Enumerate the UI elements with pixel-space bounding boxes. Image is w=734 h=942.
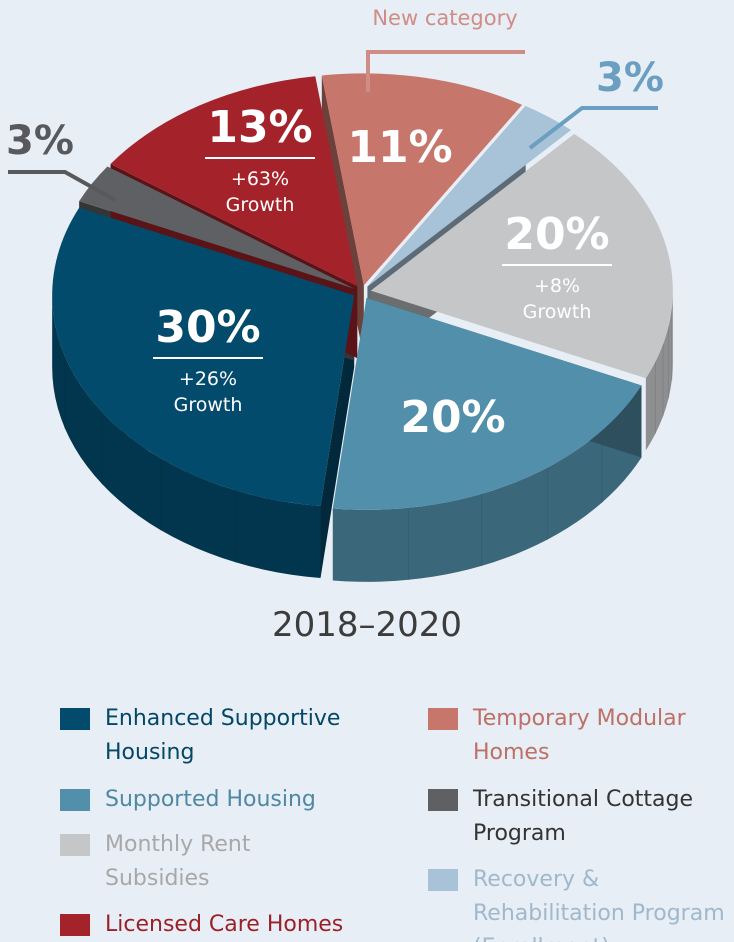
legend-swatch [428,708,458,730]
pie-slice [367,106,572,287]
slice-label: 13% [207,102,312,153]
slice-side [52,295,321,579]
legend-label: Recovery & Rehabilitation Program (Enrol… [473,867,725,942]
legend-swatch [428,869,458,891]
legend-label: Licensed Care Homes [105,912,344,937]
pie-chart: 30% 20% 20% 13% 11% 3% 3% [6,50,673,582]
slice-label: 30% [155,302,260,353]
slice-wall [320,295,355,579]
slice-label: 3% [6,118,74,164]
slice-side [332,385,642,582]
legend-swatch [428,789,458,811]
legend-swatch [60,708,90,730]
leader-line [528,106,658,150]
slice-label: 20% [504,209,609,260]
slice-note: +26% Growth [173,368,243,416]
slice-side [645,290,673,451]
slice-note: +63% Growth [225,168,295,216]
legend-swatch [60,914,90,936]
legend-label: Transitional Cottage Program [473,787,694,846]
legend-swatch [60,789,90,811]
leader-line [8,170,116,202]
slice-label: 20% [400,392,505,443]
leader-line [366,50,525,92]
legend-label: Temporary Modular Homes [473,706,686,765]
slice-note: New category [372,6,518,30]
slice-note: +8% Growth [522,275,592,323]
legend-label: Monthly Rent Subsidies [105,832,251,891]
legend-label: Enhanced Supportive Housing [105,706,341,765]
pie-slice [332,297,642,510]
pie-slice [370,134,673,379]
slice-label: 11% [347,122,452,173]
chart-title: 2018–2020 [271,605,463,645]
pie-slice [110,76,358,287]
pie-slice [321,73,523,286]
legend-swatch [60,834,90,856]
legend-label: Supported Housing [105,787,316,812]
slice-label: 3% [596,55,664,101]
pie-slice [52,207,355,507]
pie-slice [79,166,355,289]
